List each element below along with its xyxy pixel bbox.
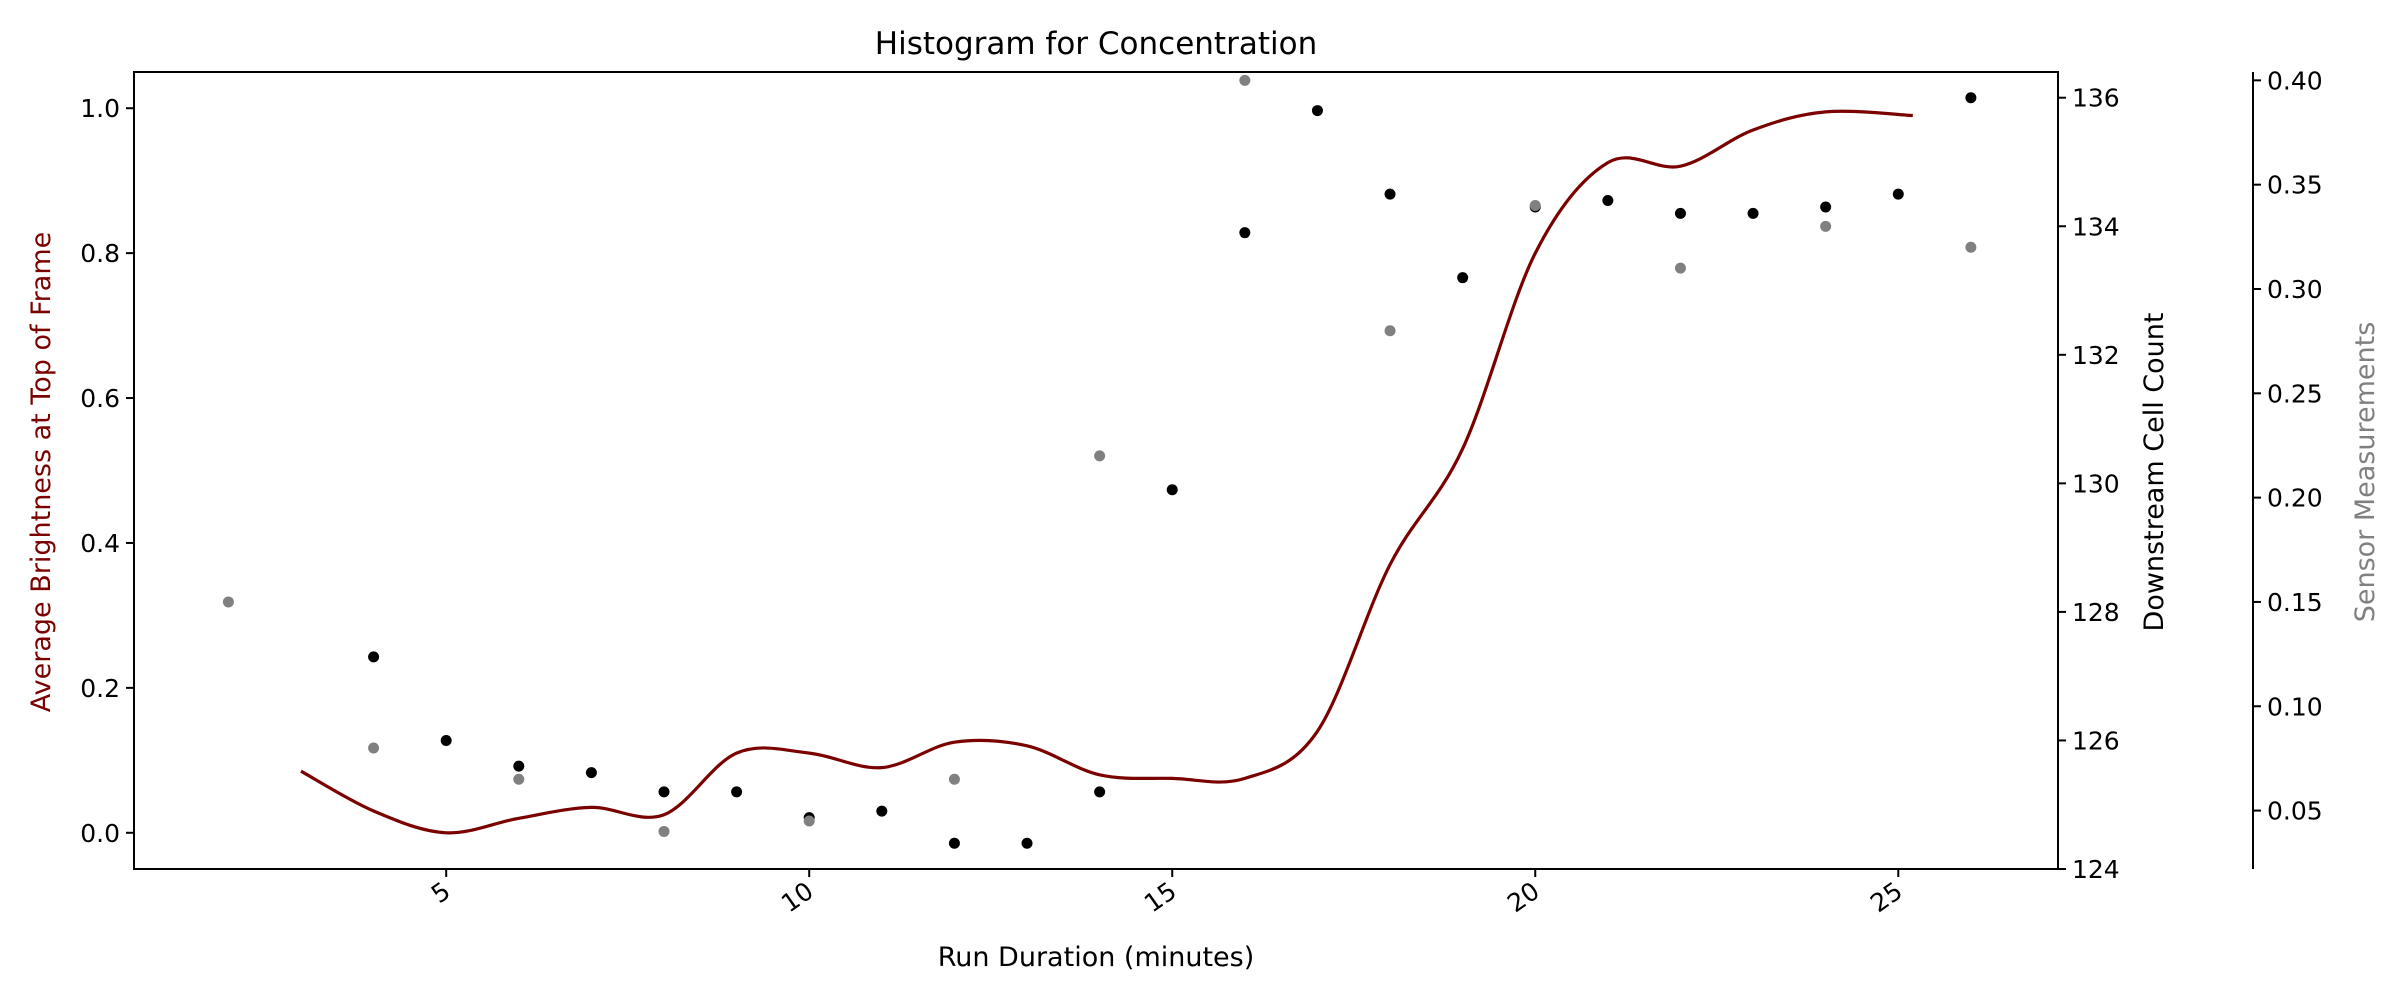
series-line-0 [300,109,1913,835]
series-2-point [1239,74,1251,86]
series-1-point [1820,201,1832,213]
series-1-point [368,651,380,663]
right-tick-label: 124 [2072,855,2120,884]
series-2-point [1674,262,1686,274]
series-1-point [513,760,525,772]
series-1-point [1021,837,1033,849]
right-tick-label: 134 [2072,212,2120,241]
series-1-point [1166,484,1178,496]
series-1-point [585,767,597,779]
series-1-point [731,786,743,798]
right-tick-label: 126 [2072,726,2120,755]
outer-tick-label: 0.15 [2267,588,2323,617]
right-axis-label: Downstream Cell Count [2139,313,2170,632]
series-1-point [1311,105,1323,117]
right-tick-label: 128 [2072,598,2120,627]
outer-tick-label: 0.10 [2267,692,2323,721]
x-axis-label: Run Duration (minutes) [938,942,1255,973]
series-1-point [1674,207,1686,219]
outer-tick-label: 0.40 [2267,66,2323,95]
chart-title: Histogram for Concentration [875,26,1317,62]
series-1-point [1892,188,1904,200]
left-tick-label: 0.8 [80,239,120,268]
series-2-point [1820,220,1832,232]
series-1-point [1747,207,1759,219]
outer-tick-label: 0.05 [2267,797,2323,826]
series-1-point [1965,92,1977,104]
series-1-point [876,805,888,817]
outer-tick-label: 0.35 [2267,171,2323,200]
series-2-point [368,742,380,754]
right-tick-label: 130 [2072,469,2120,498]
series-1-point [1457,272,1469,284]
series-2-point [1384,325,1396,337]
series-2-point [1965,241,1977,253]
left-axis-ticks: 0.0 0.2 0.4 0.6 0.8 1.0 [80,94,134,848]
series-2-point [1529,200,1541,212]
series-1-point [1094,786,1106,798]
right-axis-ticks: 124 126 128 130 132 134 136 [2058,84,2120,884]
series-layer [222,74,1977,849]
series-1-point [1239,227,1251,239]
outer-axis-ticks: 0.05 0.10 0.15 0.20 0.25 0.30 0.35 0.40 [2253,66,2323,826]
left-tick-label: 0.0 [80,819,120,848]
series-2-point [948,773,960,785]
right-tick-label: 136 [2072,84,2120,113]
left-tick-label: 0.2 [80,674,120,703]
series-1-point [440,734,452,746]
series-2-point [1094,450,1106,462]
left-tick-label: 0.6 [80,384,120,413]
outer-tick-label: 0.30 [2267,275,2323,304]
outer-tick-label: 0.20 [2267,484,2323,513]
left-tick-label: 1.0 [80,94,120,123]
series-2-point [658,825,670,837]
series-1-point [948,837,960,849]
series-1-point [1602,195,1614,207]
series-2-point [513,773,525,785]
outer-tick-label: 0.25 [2267,379,2323,408]
right-tick-label: 132 [2072,341,2120,370]
plot-frame [133,71,2059,870]
left-tick-label: 0.4 [80,529,120,558]
series-2-point [803,815,815,827]
series-1-point [658,786,670,798]
series-2-point [222,596,234,608]
outer-axis-label: Sensor Measurements [2350,322,2381,623]
left-axis-label: Average Brightness at Top of Frame [26,232,57,712]
series-1-point [1384,188,1396,200]
